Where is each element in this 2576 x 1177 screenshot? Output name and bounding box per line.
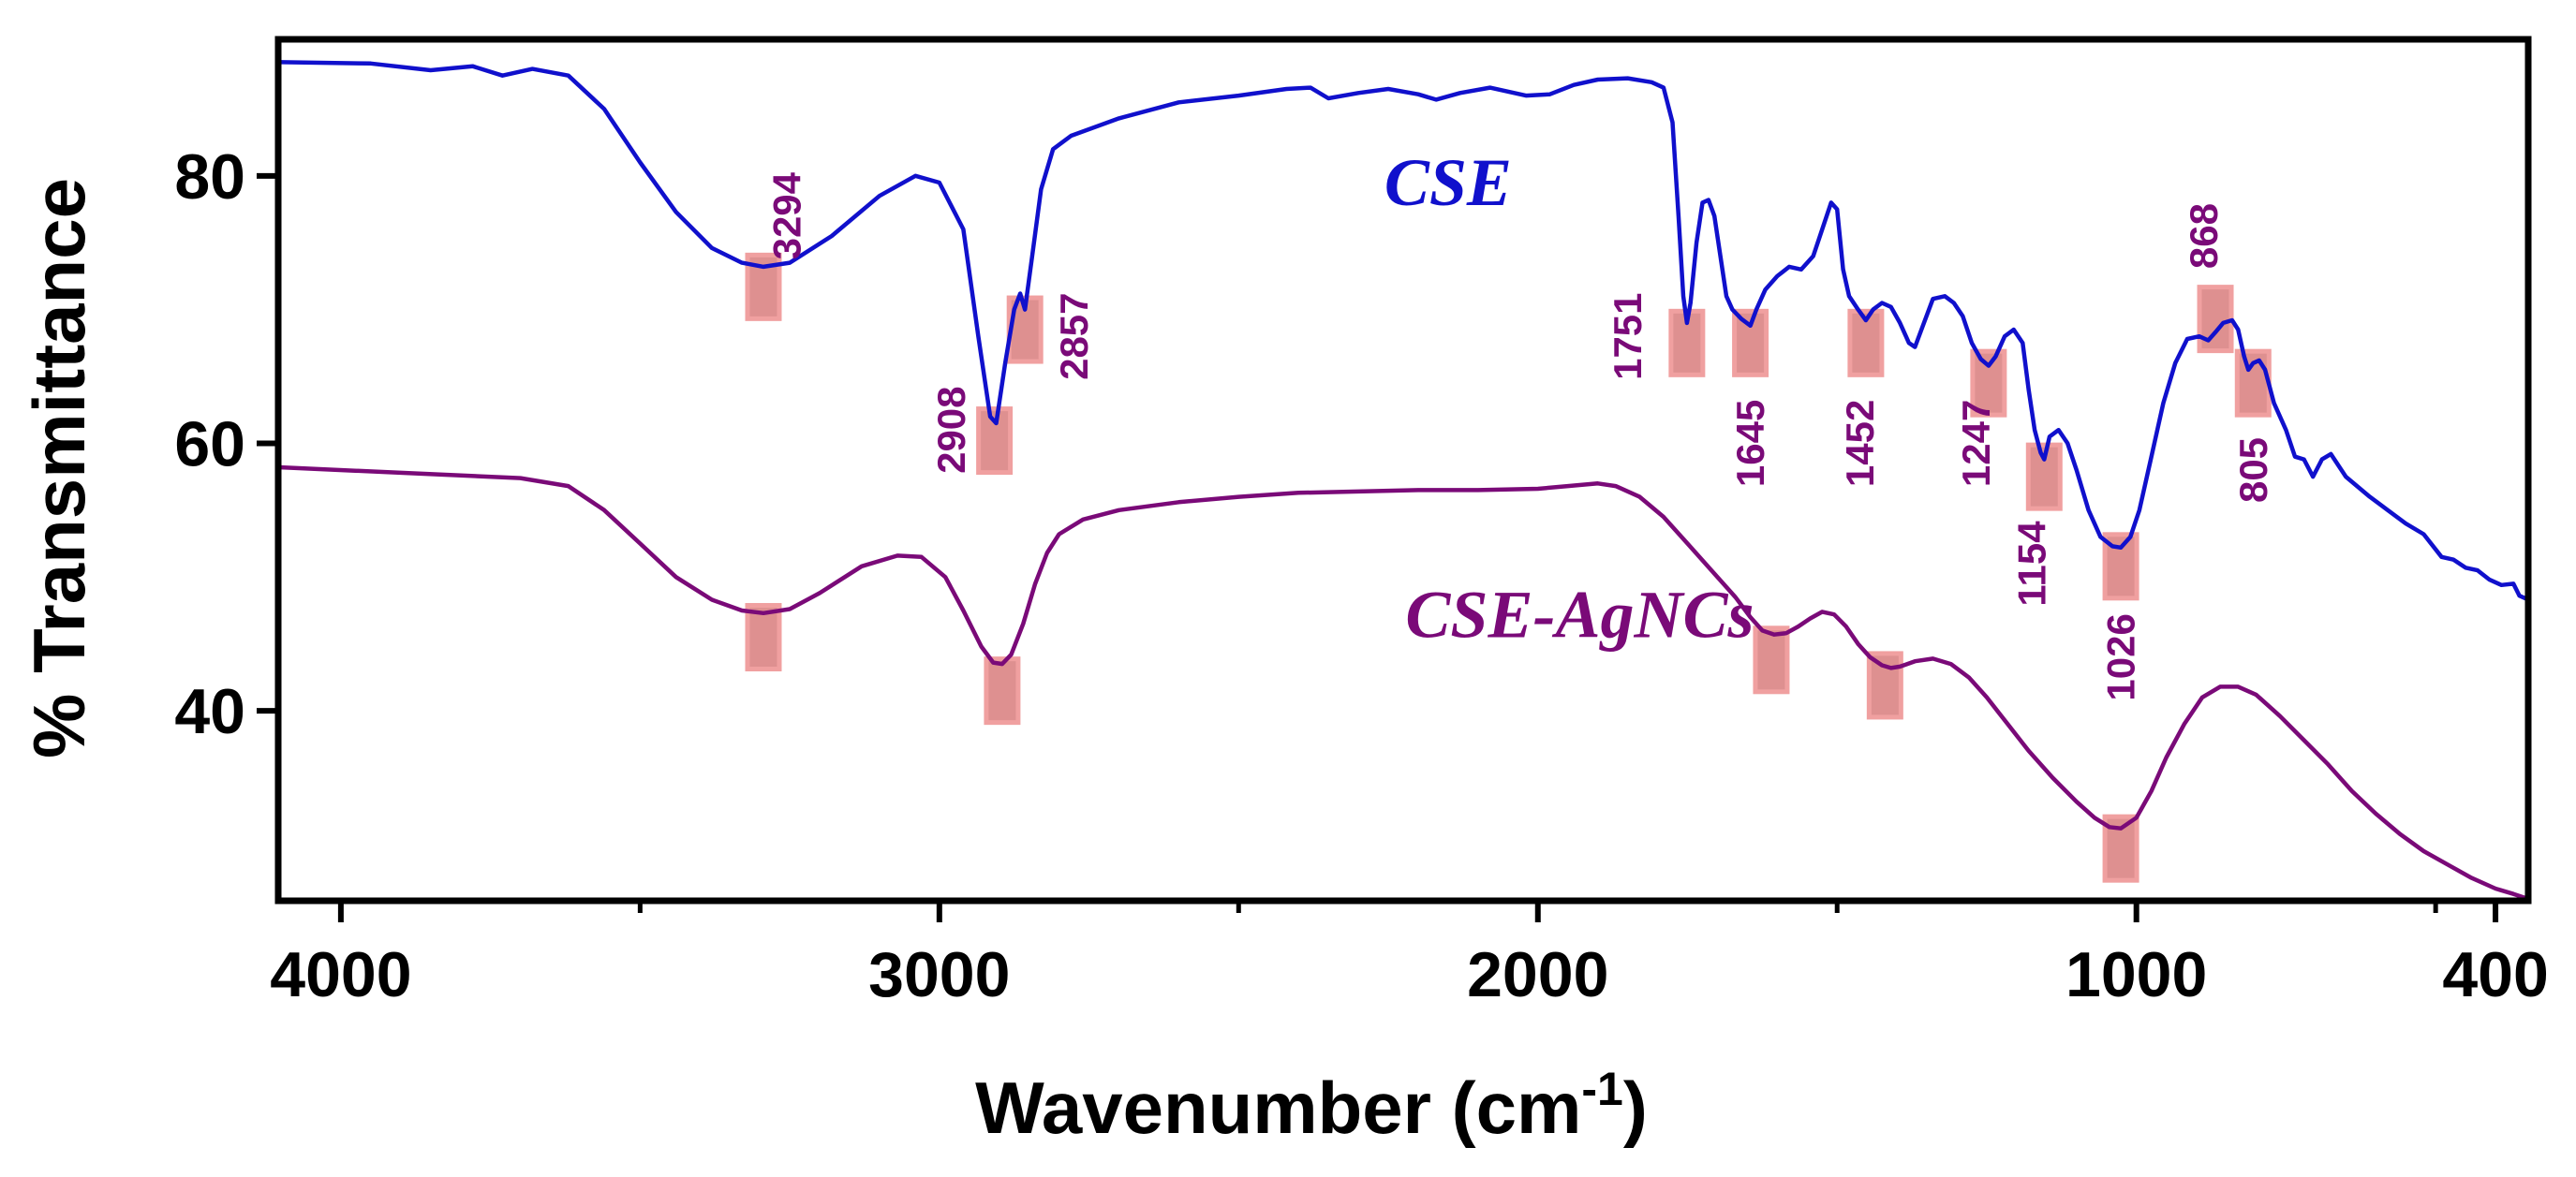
x-tick-label: 400 [2442, 939, 2548, 1010]
peak-label: 1452 [1838, 400, 1882, 487]
peak-marker [1732, 308, 1769, 377]
peak-label: 1645 [1728, 400, 1772, 487]
peak-label: 1751 [1606, 292, 1650, 379]
x-axis-title: Wavenumber (cm-1) [975, 1063, 1648, 1149]
peak-label: 2908 [929, 386, 973, 473]
x-tick-label: 3000 [868, 939, 1010, 1010]
y-tick-label: 40 [174, 676, 245, 747]
peak-marker [1668, 308, 1706, 377]
peak-marker [1753, 625, 1790, 695]
peak-marker [1866, 651, 1903, 720]
x-tick-label: 1000 [2065, 939, 2207, 1010]
y-axis-ticks: 40 60 80 [174, 141, 281, 747]
series-labels: CSE CSE-AgNCs [1384, 145, 1754, 652]
peak-label: 3294 [764, 171, 808, 259]
peak-marker [745, 603, 782, 672]
peak-label: 1026 [2099, 613, 2143, 700]
peak-marker [984, 656, 1021, 726]
x-tick-label: 4000 [270, 939, 411, 1010]
x-tick-label: 2000 [1467, 939, 1608, 1010]
plot-frame [274, 36, 2532, 905]
peak-label: 1154 [2009, 521, 2053, 607]
peak-label: 805 [2231, 437, 2275, 503]
peak-label: 2857 [1052, 292, 1096, 379]
y-axis-title: % Transmittance [18, 178, 100, 758]
series-lines [278, 60, 2528, 901]
series-label-cse: CSE [1384, 145, 1512, 220]
series-label-cse-agncs: CSE-AgNCs [1405, 578, 1754, 653]
peak-marker [2197, 285, 2234, 354]
series-line-cse [278, 60, 2528, 601]
peak-label: 1247 [1954, 400, 1998, 487]
peak-marker [1970, 348, 2007, 418]
x-axis-title-superscript: -1 [1581, 1063, 1622, 1115]
y-tick-label: 80 [174, 141, 245, 213]
series-line-cse-agncs [278, 464, 2528, 901]
peak-label: 868 [2182, 203, 2226, 269]
x-axis-ticks: 4000 3000 2000 1000 400 [270, 898, 2549, 1010]
y-tick-label: 60 [174, 408, 245, 479]
